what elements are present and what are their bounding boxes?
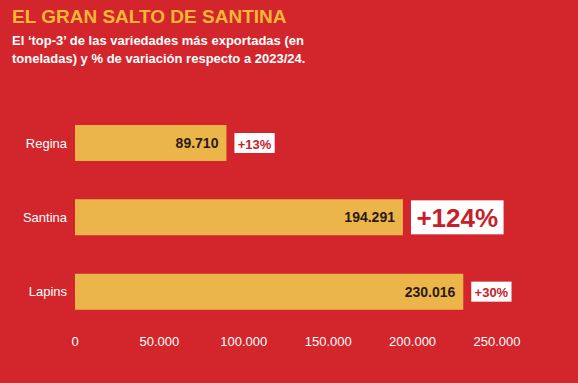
svg-text:Regina: Regina bbox=[26, 136, 68, 151]
svg-text:Lapins: Lapins bbox=[29, 284, 68, 299]
html-text:El ‘top-3’ de las variedades m: El ‘top-3’ de las variedades más exporta… bbox=[12, 33, 306, 66]
svg-text:+30%: +30% bbox=[475, 285, 509, 300]
svg-text:200.000: 200.000 bbox=[389, 334, 436, 349]
svg-text:+13%: +13% bbox=[238, 137, 272, 152]
svg-text:Santina: Santina bbox=[23, 210, 68, 225]
svg-text:+124%: +124% bbox=[416, 203, 498, 233]
svg-text:0: 0 bbox=[71, 334, 78, 349]
svg-text:194.291: 194.291 bbox=[344, 209, 395, 225]
svg-text:250.000: 250.000 bbox=[474, 334, 521, 349]
svg-text:100.000: 100.000 bbox=[220, 334, 267, 349]
svg-text:230.016: 230.016 bbox=[405, 284, 456, 300]
svg-text:150.000: 150.000 bbox=[305, 334, 352, 349]
svg-text:50.000: 50.000 bbox=[140, 334, 180, 349]
svg-text:89.710: 89.710 bbox=[176, 135, 219, 151]
html-text:EL GRAN SALTO DE SANTINA: EL GRAN SALTO DE SANTINA bbox=[12, 6, 287, 27]
